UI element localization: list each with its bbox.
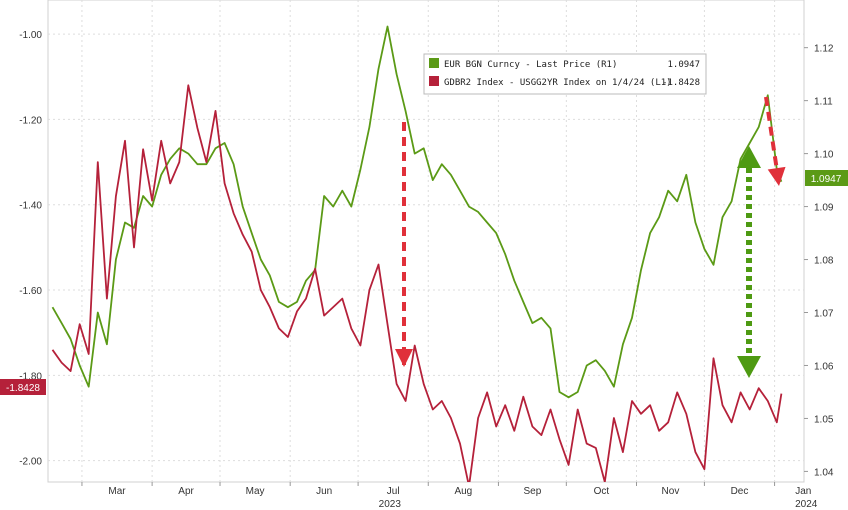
left-tick-label: -1.20 [19, 115, 42, 126]
right-tick-label: 1.05 [814, 414, 834, 425]
x-tick-label: Mar [108, 486, 126, 497]
legend-value-eur: 1.0947 [667, 60, 700, 70]
legend-label-spread: GDBR2 Index - USGG2YR Index on 1/4/24 (L… [444, 78, 672, 88]
x-tick-label: Aug [454, 486, 472, 497]
annotation-arrow-jul [395, 122, 413, 367]
series-layer [51, 25, 783, 482]
x-tick-label: Dec [731, 486, 749, 497]
x-tick-label: Jun [316, 486, 332, 497]
legend-label-eur: EUR BGN Curncy - Last Price (R1) [444, 60, 617, 70]
last-value-badge-eur: 1.0947 [805, 170, 848, 186]
series-line-1 [51, 84, 783, 482]
x-axis-years: 2023 2024 [379, 499, 818, 510]
left-tick-label: -1.80 [19, 371, 42, 382]
x-tick-label: Apr [178, 486, 194, 497]
x-year-label: 2023 [379, 499, 402, 510]
right-tick-label: 1.06 [814, 361, 834, 372]
right-tick-label: 1.10 [814, 150, 834, 161]
x-tick-label: Nov [662, 486, 680, 497]
annotation-arrow-dec [764, 96, 786, 186]
x-tick-label: Jan [795, 486, 811, 497]
annotation-layer [395, 96, 786, 378]
right-tick-label: 1.11 [814, 97, 833, 108]
left-tick-label: -1.40 [19, 201, 42, 212]
left-tick-label: -1.00 [19, 30, 42, 41]
left-tick-label: -1.60 [19, 286, 42, 297]
right-tick-label: 1.04 [814, 467, 834, 478]
x-tick-label: Sep [523, 486, 541, 497]
legend-swatch-eur [429, 58, 439, 68]
series-line-0 [51, 25, 783, 399]
badge-bg-eur [805, 170, 848, 186]
right-axis: 1.12 1.11 1.10 1.09 1.08 1.07 1.06 1.05 1.04 [804, 44, 834, 478]
x-tick-label: Oct [594, 486, 610, 497]
annotation-double-arrow [737, 146, 761, 378]
legend-value-spread: -1.8428 [662, 78, 700, 88]
legend-box [423, 53, 707, 95]
left-tick-label: -2.00 [19, 457, 42, 468]
legend: EUR BGN Curncy - Last Price (R1) 1.0947 … [423, 53, 707, 95]
right-tick-label: 1.08 [814, 256, 834, 267]
right-tick-label: 1.09 [814, 203, 834, 214]
legend-swatch-spread [429, 76, 439, 86]
x-tick-label: Jul [387, 486, 400, 497]
badge-bg-spread [0, 379, 46, 395]
left-axis: -1.00 -1.20 -1.40 -1.60 -1.80 -2.00 [19, 30, 42, 468]
x-year-label: 2024 [795, 499, 818, 510]
badge-text-eur: 1.0947 [811, 174, 842, 185]
right-tick-label: 1.12 [814, 44, 834, 55]
x-tick-label: May [246, 486, 265, 497]
x-axis: Mar Apr May Jun Jul Aug Sep Oct Nov Dec Jan [81, 482, 811, 497]
last-value-badge-spread: -1.8428 [0, 379, 46, 395]
right-tick-label: 1.07 [814, 309, 834, 320]
gridlines [48, 0, 804, 482]
badge-text-spread: -1.8428 [6, 383, 40, 394]
